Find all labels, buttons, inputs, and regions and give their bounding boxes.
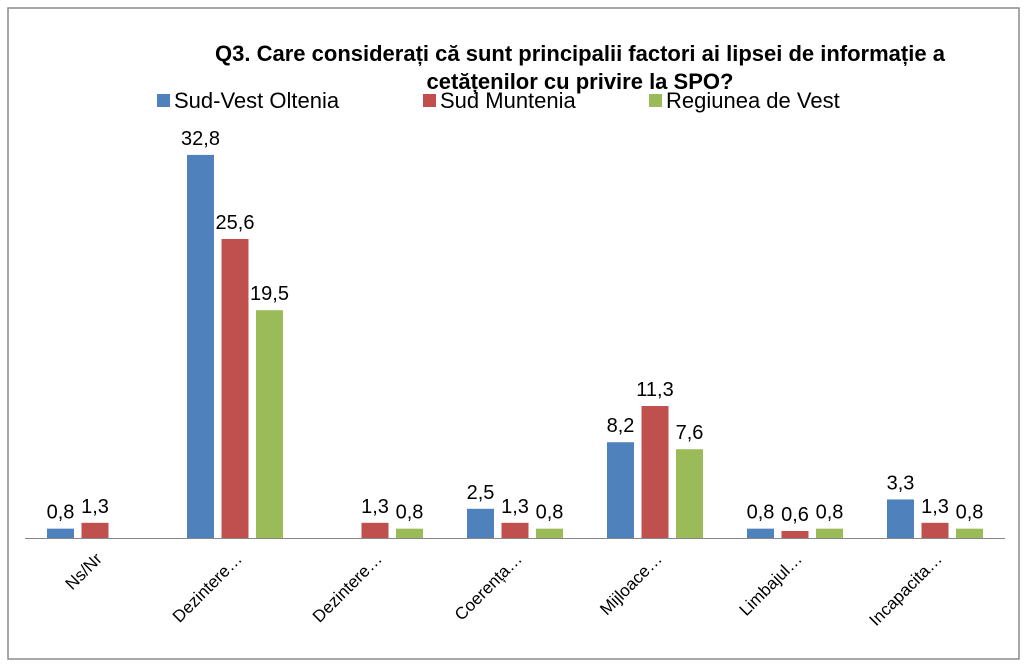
chart-title: Q3. Care considerați că sunt principalii… [215, 41, 945, 94]
data-label: 32,8 [181, 128, 220, 150]
data-label: 1,3 [81, 496, 109, 518]
data-label: 1,3 [921, 496, 949, 518]
data-label: 1,3 [361, 496, 389, 518]
bar [81, 522, 109, 538]
bar [641, 406, 669, 538]
data-label: 0,8 [816, 502, 844, 524]
bar [396, 528, 423, 538]
data-label: 3,3 [887, 472, 915, 494]
chart-frame [7, 7, 1020, 660]
legend-swatch [423, 94, 436, 107]
data-label: 1,3 [501, 496, 529, 518]
data-label: 19,5 [250, 283, 289, 305]
bar [501, 522, 529, 538]
bar [921, 522, 949, 538]
data-label: 8,2 [607, 415, 635, 437]
bar [467, 508, 494, 538]
data-label: 0,8 [956, 502, 984, 524]
bar [256, 310, 283, 538]
legend-swatch [649, 94, 662, 107]
data-label: 0,8 [396, 502, 424, 524]
bar [47, 528, 74, 538]
bar [781, 530, 809, 538]
bar [536, 528, 563, 538]
legend-label: Sud Muntenia [440, 88, 577, 113]
legend-label: Regiunea de Vest [666, 88, 840, 113]
bar [676, 449, 703, 538]
bar [187, 154, 214, 538]
data-label: 0,8 [536, 502, 564, 524]
legend-label: Sud-Vest Oltenia [174, 88, 340, 113]
bar [747, 528, 774, 538]
bar [221, 238, 249, 538]
data-label: 0,8 [47, 502, 75, 524]
data-label: 2,5 [467, 482, 495, 504]
data-label: 0,8 [747, 502, 775, 524]
data-label: 11,3 [636, 379, 673, 401]
bar [956, 528, 983, 538]
data-label: 0,6 [781, 504, 809, 526]
data-label: 7,6 [676, 422, 704, 444]
bar [816, 528, 843, 538]
data-label: 25,6 [216, 212, 255, 234]
bar [887, 499, 914, 538]
legend-swatch [157, 94, 170, 107]
bar [361, 522, 389, 538]
bar [607, 442, 634, 538]
